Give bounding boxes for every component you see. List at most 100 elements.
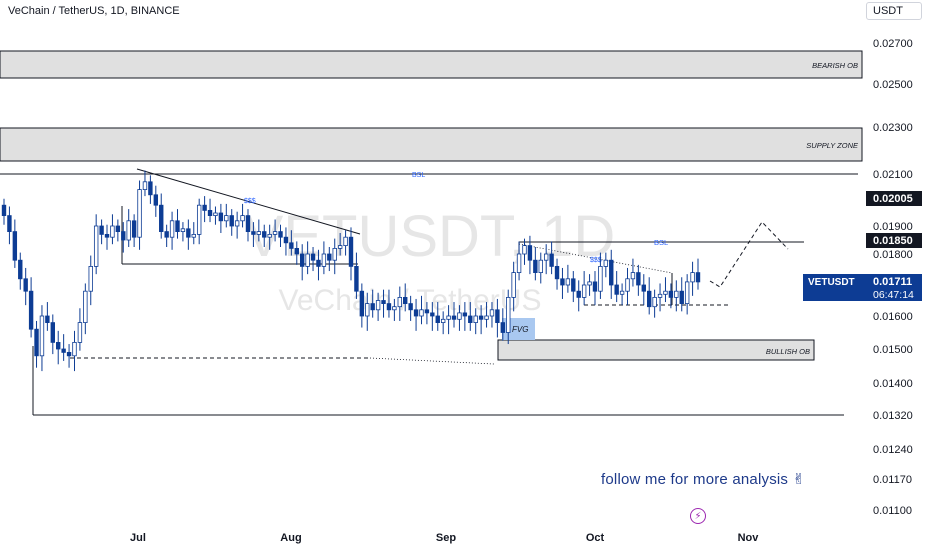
candle-body (202, 204, 207, 211)
current-price: 0.01711 (873, 276, 912, 288)
bullish-ob-label: BULLISH OB (766, 347, 810, 356)
candle-body (121, 231, 126, 241)
candle-body (587, 281, 592, 286)
price-tick-label: 0.01320 (873, 410, 913, 422)
candle-body (375, 300, 381, 311)
triangle-right-dotted (518, 243, 673, 274)
candle-body (18, 259, 23, 280)
candle-body (104, 233, 110, 238)
flash-icon[interactable]: ⚡ (690, 508, 706, 524)
bullish-ob-zone (497, 339, 815, 361)
candle-body (316, 259, 321, 267)
candle-body (451, 315, 457, 320)
price-tick-label: 0.01600 (873, 311, 913, 323)
price-tick-label: 0.01100 (873, 505, 912, 517)
candle-body (234, 220, 240, 227)
candle-body (186, 228, 191, 238)
candle-body (262, 231, 267, 238)
candle-body (419, 309, 424, 317)
time-label: Oct (586, 532, 605, 544)
candle-body (565, 278, 571, 286)
candle-body (489, 309, 495, 317)
candle-body (625, 278, 630, 292)
candle-body (657, 293, 663, 298)
candle-body (603, 259, 609, 267)
price-tick-label: 0.02300 (873, 122, 913, 134)
candle-body (473, 315, 478, 323)
time-axis: Jul Aug Sep Oct Nov (130, 532, 759, 544)
candle-body (126, 220, 131, 241)
candle-body (424, 309, 430, 314)
candle-body (337, 245, 343, 249)
bsl-right-label: BSL (654, 238, 668, 247)
candle-body (446, 315, 451, 320)
candle-body (175, 220, 180, 233)
candle-body (641, 284, 646, 292)
candle-body (251, 231, 256, 235)
candle-body (180, 228, 186, 233)
level-tag-0-bg (866, 191, 922, 206)
candle-body (83, 290, 88, 324)
candle-body (66, 351, 72, 357)
candle-body (240, 215, 245, 222)
candle-body (321, 253, 327, 267)
candle-body (1, 204, 7, 216)
candle-body (468, 315, 473, 323)
candle-body (164, 231, 169, 238)
candle-body (191, 233, 196, 238)
candle-body (619, 290, 625, 295)
supply-zone (0, 127, 863, 162)
fvg-label: FVG (512, 325, 528, 334)
candle-body (592, 281, 598, 292)
candle-body (332, 247, 337, 261)
follow-text: follow me for more analysis ✌ (601, 471, 806, 488)
candle-body (690, 272, 695, 283)
sss-left-label: $$$ (244, 198, 256, 205)
candle-body (430, 312, 435, 317)
candle-body (533, 259, 538, 274)
current-price-tag (803, 274, 922, 301)
candle-body (45, 315, 50, 323)
candle-body (207, 209, 213, 216)
candle-body (343, 236, 348, 246)
candle-body (34, 328, 39, 357)
level-tag-1-bg (866, 233, 922, 248)
candle-body (495, 309, 500, 323)
watermark-name: VeChain / TetherUS (279, 284, 542, 317)
candle-body (359, 290, 365, 317)
supply-zone-label: SUPPLY ZONE (806, 141, 859, 150)
bearish-ob-zone (0, 50, 863, 79)
candle-body (229, 215, 234, 227)
candle-body (245, 215, 251, 233)
bearish-ob-label: BEARISH OB (812, 61, 858, 70)
candle-body (272, 231, 278, 235)
sss-right-label: $$$ (590, 257, 602, 264)
candle-body (543, 253, 549, 261)
candle-body (392, 306, 397, 311)
candle-body (28, 290, 34, 330)
candle-body (408, 303, 413, 311)
candle-body (538, 259, 543, 274)
candle-body (7, 215, 12, 233)
candle-body (348, 236, 354, 267)
candle-body (576, 290, 581, 298)
candle-body (457, 312, 462, 320)
candle-body (478, 315, 484, 320)
candle-body (93, 225, 99, 267)
candle-body (110, 225, 115, 238)
candles-group (1, 170, 701, 372)
triangle-top-line (136, 168, 361, 235)
current-symbol: VETUSDT (808, 277, 855, 288)
candle-body (403, 296, 408, 304)
equal-lows-dotted (369, 357, 495, 365)
candle-body (571, 278, 576, 292)
candle-body (256, 231, 262, 235)
candle-body (283, 236, 289, 244)
candle-body (300, 253, 305, 267)
candle-body (196, 204, 202, 235)
price-tick-label: 0.01800 (873, 249, 913, 261)
currency-selector[interactable]: USDT (866, 2, 922, 20)
candle-body (652, 296, 657, 308)
time-label: Jul (130, 532, 146, 544)
